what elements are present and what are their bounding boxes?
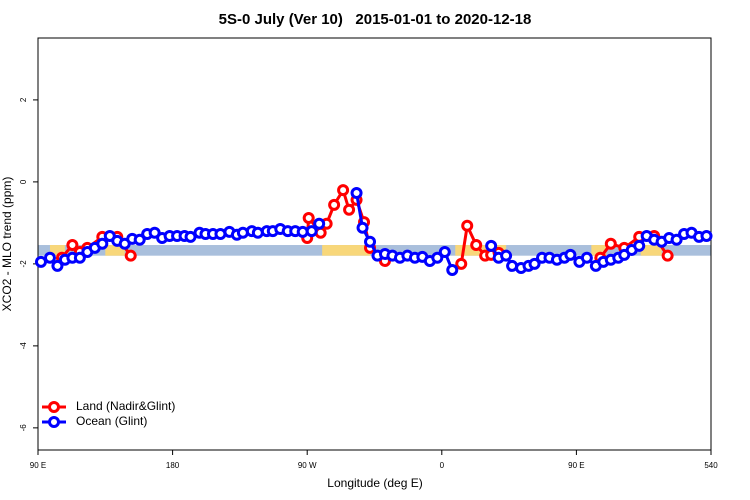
data-point	[500, 249, 513, 262]
y-tick-label: -4	[19, 342, 28, 350]
y-tick-label: 2	[19, 97, 28, 102]
plot-frame	[37, 37, 712, 451]
data-point	[305, 225, 318, 238]
data-point	[356, 221, 369, 234]
legend-marker	[48, 416, 60, 428]
data-point	[343, 203, 356, 216]
legend-label: Ocean (Glint)	[76, 414, 147, 428]
data-point	[700, 230, 713, 243]
data-point	[350, 186, 363, 199]
data-point	[528, 257, 541, 270]
data-point	[604, 237, 617, 250]
highlight	[105, 245, 125, 256]
data-point	[66, 239, 79, 252]
data-point	[337, 184, 350, 197]
data-point	[328, 198, 341, 211]
data-point	[446, 264, 459, 277]
data-point	[51, 259, 64, 272]
legend-label: Land (Nadir&Glint)	[76, 399, 175, 413]
data-point	[485, 239, 498, 252]
highlight	[591, 245, 607, 256]
highlight	[49, 245, 65, 256]
data-point	[313, 217, 326, 230]
data-point	[236, 226, 249, 239]
data-point	[438, 245, 451, 258]
x-axis-label: Longitude (deg E)	[327, 476, 422, 490]
x-tick-label: 180	[166, 461, 180, 470]
data-point	[470, 239, 483, 252]
data-point	[455, 257, 468, 270]
data-point	[96, 237, 109, 250]
data-point	[580, 251, 593, 264]
data-point	[34, 255, 47, 268]
data-point	[148, 226, 161, 239]
y-tick-label: -2	[19, 260, 28, 268]
x-tick-label: 90 E	[568, 461, 584, 470]
chart-title: 5S-0 July (Ver 10) 2015-01-01 to 2020-12…	[219, 11, 532, 28]
data-point	[184, 230, 197, 243]
x-tick-label: 540	[704, 461, 718, 470]
x-tick-label: 90 E	[30, 461, 46, 470]
y-tick-label: 0	[19, 179, 28, 184]
data-point	[431, 251, 444, 264]
data-point	[661, 249, 674, 262]
data-point	[364, 235, 377, 248]
data-point	[302, 211, 315, 224]
data-point	[670, 233, 683, 246]
x-tick-label: 90 W	[298, 461, 317, 470]
x-tick-label: 0	[440, 461, 445, 470]
legend-marker	[48, 401, 60, 413]
data-point	[314, 226, 327, 239]
y-tick-label: -6	[19, 424, 28, 432]
data-point	[124, 249, 137, 262]
highlight	[322, 245, 371, 256]
data-point	[461, 219, 474, 232]
data-point	[564, 248, 577, 261]
data-point	[73, 251, 86, 264]
data-point	[251, 226, 264, 239]
y-axis-label: XCO2 - MLO trend (ppm)	[0, 177, 14, 312]
data-point	[633, 239, 646, 252]
data-point	[133, 233, 146, 246]
highlight	[640, 245, 662, 256]
data-point	[43, 251, 56, 264]
